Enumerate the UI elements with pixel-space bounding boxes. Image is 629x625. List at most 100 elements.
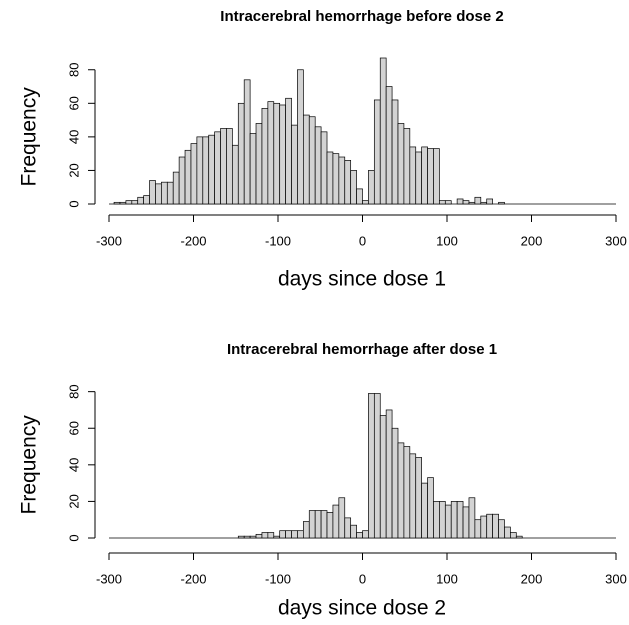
x-tick-label: -100 — [265, 233, 291, 248]
bar — [279, 104, 286, 205]
bar — [332, 504, 340, 539]
bar — [190, 143, 198, 205]
bar — [344, 160, 352, 205]
bar — [350, 170, 357, 205]
y-tick-label: 40 — [66, 458, 81, 472]
bar — [350, 524, 357, 539]
y-tick-label: 80 — [66, 63, 81, 77]
bar — [403, 128, 411, 205]
bar — [368, 170, 375, 205]
bar — [172, 171, 180, 205]
y-axis-label: Frequency — [18, 415, 41, 515]
x-tick-label: 300 — [605, 571, 627, 586]
bar — [184, 149, 192, 205]
bar — [267, 101, 275, 205]
bar — [220, 128, 227, 205]
bar — [249, 535, 257, 539]
bar — [149, 180, 156, 205]
bar — [314, 510, 322, 539]
bar — [385, 86, 393, 205]
x-axis-label: days since dose 2 — [278, 597, 446, 620]
bar — [243, 535, 251, 539]
bar — [196, 136, 204, 205]
bar — [450, 501, 458, 539]
bar — [291, 530, 298, 539]
bar — [226, 128, 233, 205]
chart-title: Intracerebral hemorrhage before dose 2 — [220, 8, 503, 25]
bar — [119, 201, 127, 205]
bar — [397, 442, 405, 539]
x-tick-label: 100 — [436, 571, 458, 586]
bar — [320, 131, 328, 205]
bar — [403, 446, 411, 539]
bar — [462, 200, 470, 205]
bar — [267, 532, 275, 539]
bar — [368, 393, 375, 539]
bar — [285, 530, 292, 539]
bar — [279, 530, 286, 539]
bar — [421, 482, 428, 539]
bar — [510, 532, 517, 539]
x-tick-label: 0 — [359, 571, 366, 586]
bar — [137, 196, 144, 205]
bar — [261, 107, 269, 205]
bar — [297, 530, 304, 539]
bar — [397, 123, 405, 205]
bar — [326, 512, 334, 539]
bar — [373, 99, 381, 205]
bar — [161, 181, 168, 205]
bar — [439, 501, 446, 539]
x-tick-label: 200 — [521, 571, 543, 586]
chart-title: Intracerebral hemorrhage after dose 1 — [227, 341, 497, 358]
bar — [385, 409, 393, 539]
bar — [155, 183, 162, 205]
bar — [232, 144, 239, 205]
x-tick-label: -300 — [96, 571, 122, 586]
x-tick-label: 300 — [605, 233, 627, 248]
bar — [480, 201, 488, 205]
bar — [338, 497, 346, 539]
bar — [474, 519, 482, 539]
bar — [208, 134, 215, 205]
bar — [456, 501, 464, 539]
y-tick-label: 20 — [66, 494, 81, 508]
bar — [498, 519, 505, 539]
y-tick-label: 0 — [66, 534, 81, 541]
bar — [515, 535, 523, 539]
bar — [261, 532, 269, 539]
y-tick-label: 20 — [66, 163, 81, 177]
bar — [486, 198, 493, 205]
bar — [468, 497, 476, 539]
bar — [255, 533, 263, 539]
bar — [143, 195, 150, 205]
bar — [255, 123, 263, 205]
bar — [362, 530, 369, 539]
bar — [285, 97, 292, 205]
bar — [415, 151, 422, 205]
bar — [178, 156, 186, 205]
bar — [391, 427, 399, 539]
bar — [338, 156, 346, 205]
bar — [468, 201, 476, 205]
x-tick-label: 0 — [359, 233, 366, 248]
bar — [326, 151, 334, 205]
bar — [237, 102, 245, 205]
bar — [415, 457, 422, 539]
bar — [202, 136, 210, 205]
bar — [462, 506, 470, 539]
bar — [237, 535, 245, 539]
y-tick-label: 60 — [66, 421, 81, 435]
x-tick-label: -200 — [180, 571, 206, 586]
bar — [409, 146, 417, 205]
x-tick-label: -200 — [180, 233, 206, 248]
bar — [433, 148, 440, 205]
bar — [332, 153, 340, 205]
bar — [433, 501, 440, 539]
bar — [409, 453, 417, 539]
x-tick-label: -300 — [96, 233, 122, 248]
x-axis-label: days since dose 1 — [278, 268, 446, 291]
x-tick-label: -100 — [265, 571, 291, 586]
y-tick-label: 80 — [66, 384, 81, 398]
bar — [373, 393, 381, 539]
bar — [131, 200, 139, 205]
